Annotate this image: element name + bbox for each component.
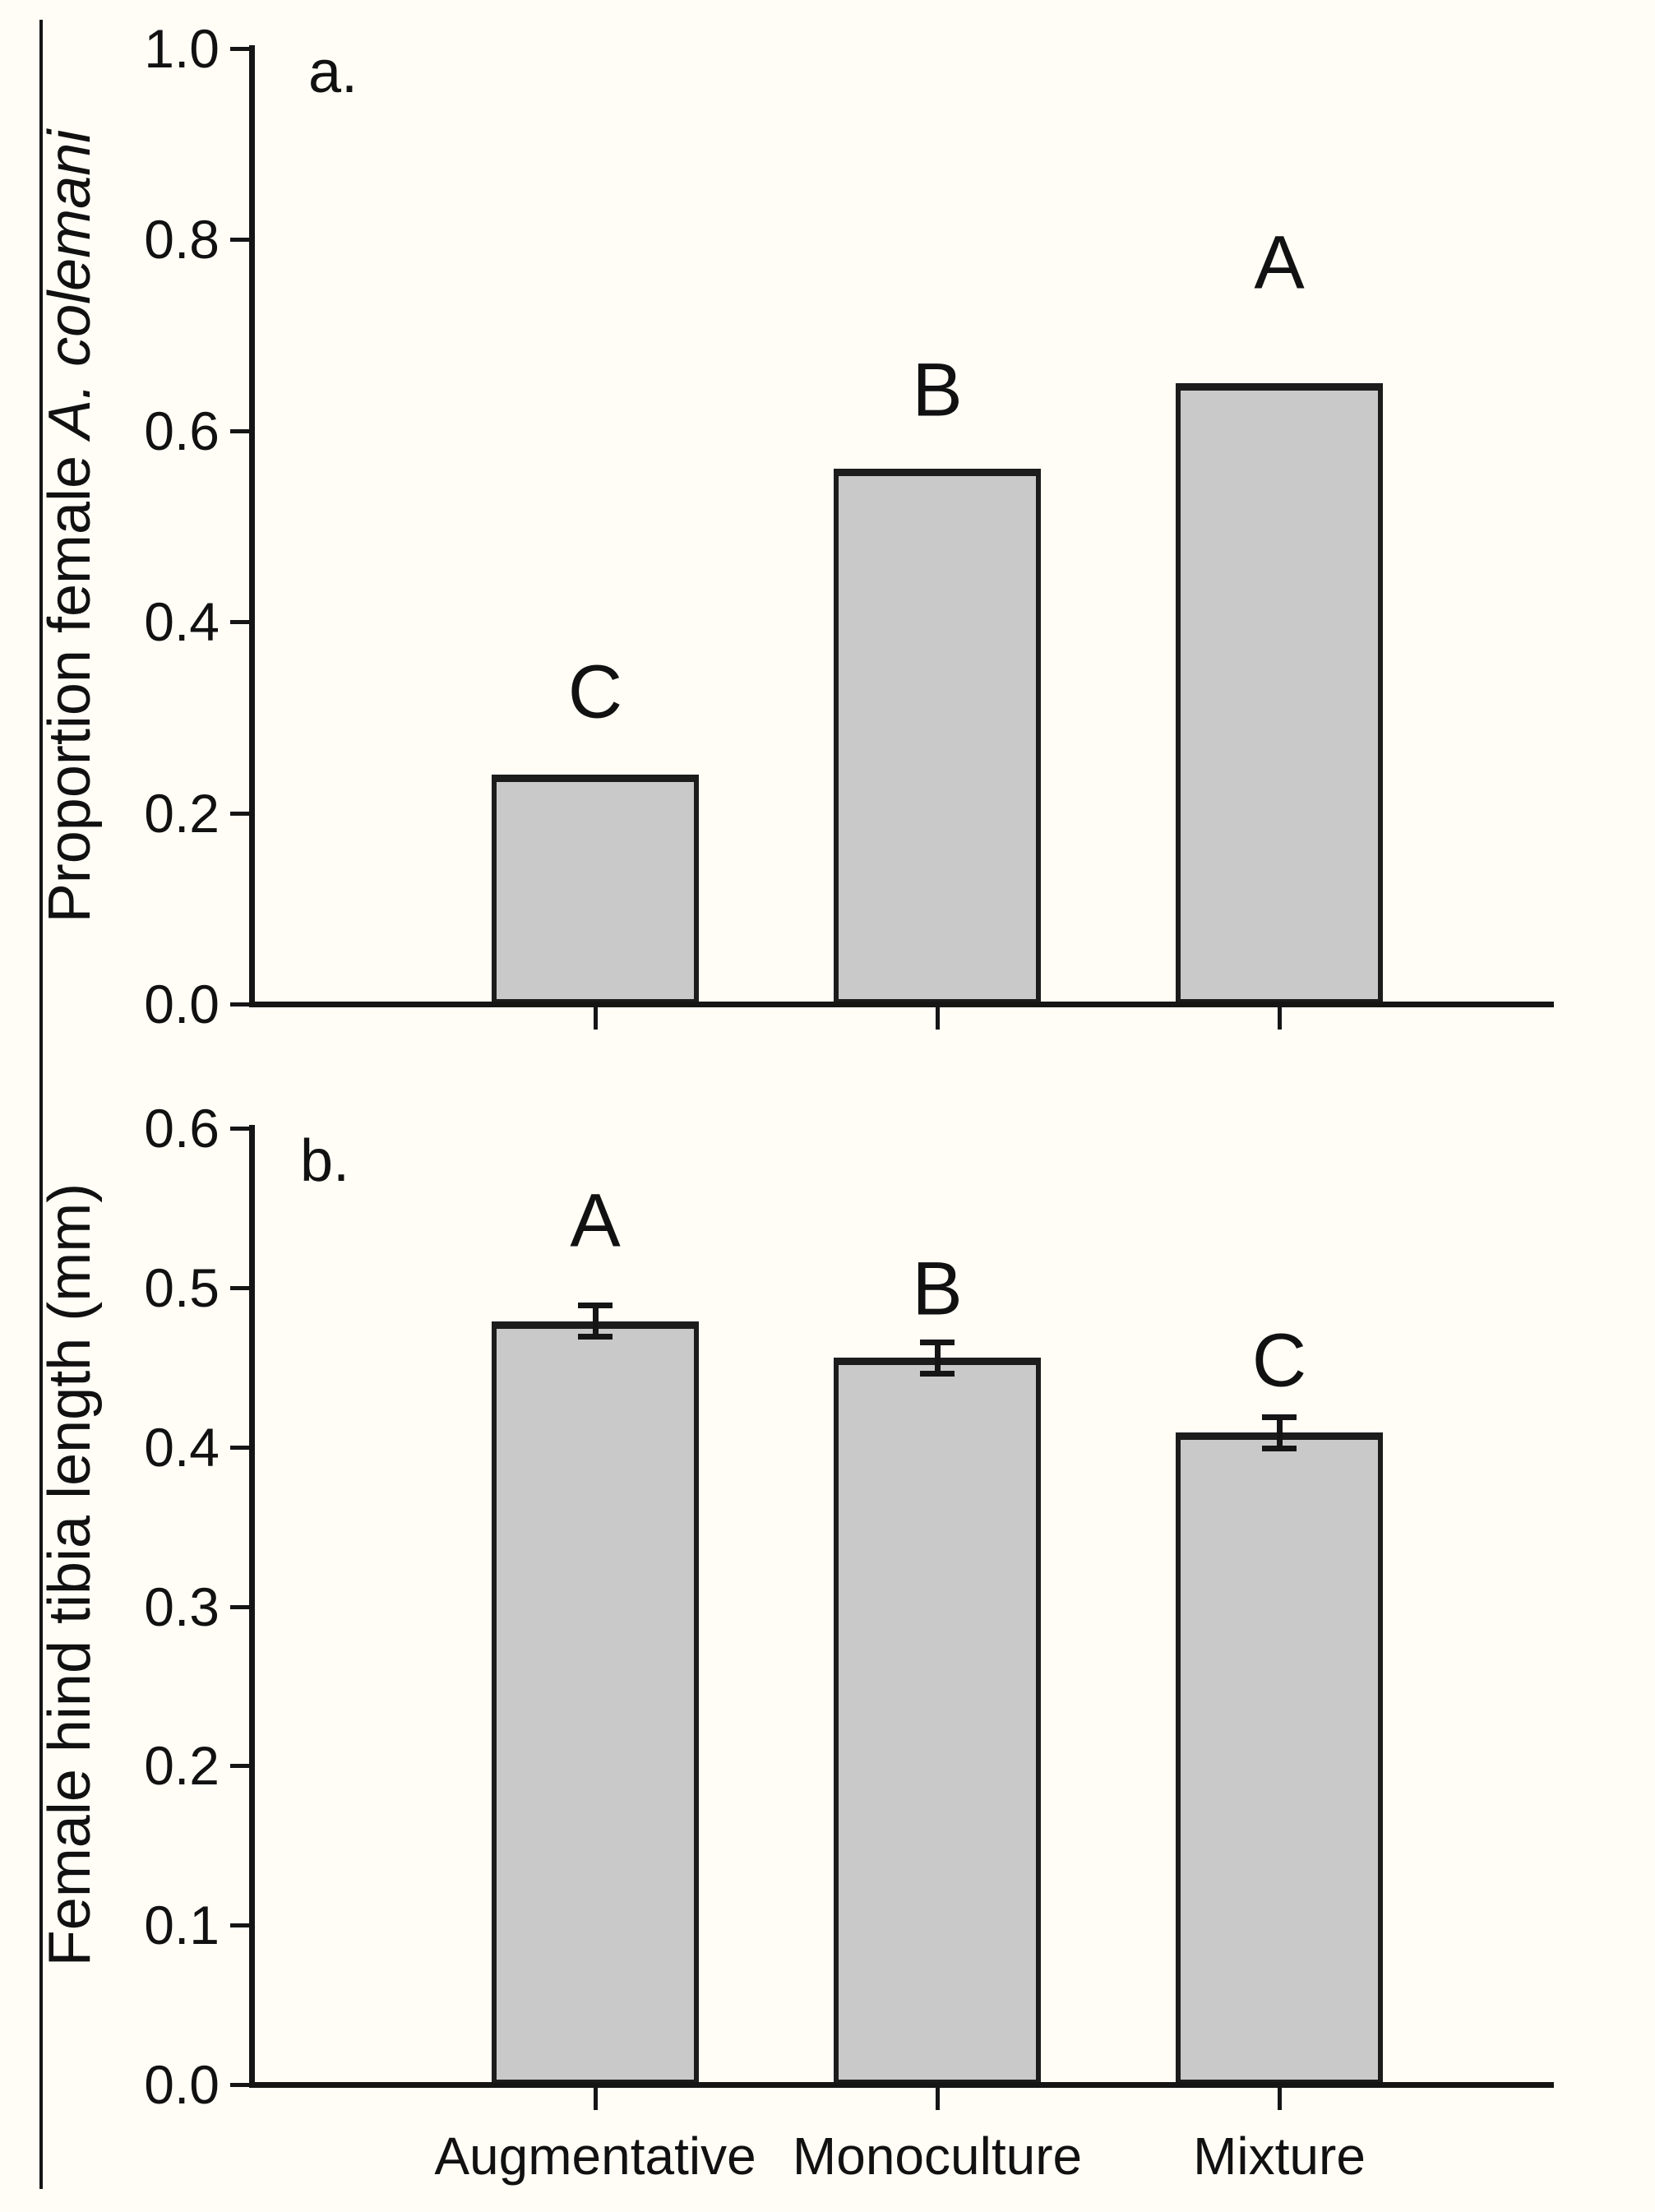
panel-a-y-tick — [230, 47, 249, 51]
panel-b-y-tick — [230, 1285, 249, 1290]
panel-b-y-tick — [230, 1445, 249, 1450]
panel-b-x-tick-augmentative — [594, 2088, 598, 2110]
panel-b-y-tick-label: 0.2 — [144, 1735, 220, 1797]
panel-a-y-tick — [230, 238, 249, 243]
panel-a-y-tick-label: 0.8 — [144, 209, 220, 271]
panel-b-y-axis — [249, 1125, 255, 2088]
panel-b-error-cap-bottom-mixture — [1262, 1445, 1297, 1451]
panel-b-label: b. — [299, 1128, 350, 1194]
panel-a-bar-monoculture — [834, 469, 1041, 1004]
panel-b-y-tick — [230, 1764, 249, 1769]
panel-a-sig-letter-augmentative: C — [567, 650, 623, 734]
panel-a-x-tick-augmentative — [594, 1007, 598, 1030]
panel-b-bar-mixture — [1176, 1432, 1383, 2085]
panel-a-label: a. — [307, 39, 358, 105]
panel-b-error-cap-bottom-augmentative — [578, 1333, 613, 1340]
panel-b-y-tick — [230, 1923, 249, 1928]
panel-b-x-tick-monoculture — [936, 2088, 940, 2110]
panel-a-y-tick — [230, 811, 249, 816]
panel-b-y-axis-title-text: Female hind tibia length (mm) — [37, 1182, 103, 1967]
panel-a-y-tick — [230, 1002, 249, 1007]
x-category-label-augmentative: Augmentative — [434, 2126, 756, 2186]
panel-b-y-tick — [230, 1127, 249, 1131]
panel-a-x-tick-monoculture — [936, 1007, 940, 1030]
panel-b-y-tick — [230, 1604, 249, 1609]
panel-b-y-tick-label: 0.4 — [144, 1416, 220, 1478]
panel-a-y-tick — [230, 620, 249, 625]
panel-a-bar-augmentative — [492, 775, 699, 1004]
panel-b-y-tick — [230, 2083, 249, 2087]
panel-b-error-bar-monoculture — [934, 1341, 941, 1374]
panel-b-bar-augmentative — [492, 1321, 699, 2085]
page-edge-rule — [39, 20, 43, 2189]
x-category-label-mixture: Mixture — [1193, 2126, 1366, 2186]
x-category-label-monoculture: Monoculture — [792, 2126, 1083, 2186]
panel-a-y-tick-label: 0.6 — [144, 400, 220, 461]
panel-a-y-axis-title-text: Proportion female — [37, 438, 103, 923]
panel-b-sig-letter-augmentative: A — [570, 1178, 621, 1263]
panel-b-y-tick-label: 0.0 — [144, 2054, 220, 2115]
panel-b-error-cap-top-mixture — [1262, 1414, 1297, 1420]
panel-b-y-tick-label: 0.1 — [144, 1895, 220, 1956]
panel-a-y-tick — [230, 428, 249, 433]
panel-a-sig-letter-monoculture: B — [912, 348, 963, 433]
panel-a-y-tick-label: 0.0 — [144, 974, 220, 1034]
panel-a-y-axis-title: Proportion female A. colemani — [36, 130, 104, 923]
panel-b-error-cap-bottom-monoculture — [920, 1370, 955, 1377]
panel-a-y-tick-label: 0.4 — [144, 591, 220, 653]
panel-b-error-cap-top-augmentative — [578, 1303, 613, 1309]
panel-a-x-tick-mixture — [1278, 1007, 1282, 1030]
panel-b-error-bar-augmentative — [592, 1305, 599, 1337]
panel-b-y-tick-label: 0.6 — [144, 1098, 220, 1159]
panel-b-y-axis-title: Female hind tibia length (mm) — [36, 1183, 104, 1966]
panel-a-y-axis — [249, 45, 255, 1007]
panel-a-sig-letter-mixture: A — [1254, 220, 1305, 305]
panel-b-error-bar-mixture — [1276, 1416, 1283, 1449]
panel-a-y-tick-label: 1.0 — [144, 18, 220, 79]
panel-b-sig-letter-monoculture: B — [912, 1247, 963, 1331]
panel-b-x-axis — [249, 2082, 1554, 2088]
panel-b-y-tick-label: 0.3 — [144, 1576, 220, 1637]
panel-a-y-tick-label: 0.2 — [144, 782, 220, 844]
panel-b-bar-monoculture — [834, 1358, 1041, 2085]
panel-b-y-tick-label: 0.5 — [144, 1256, 220, 1318]
panel-a-bar-mixture — [1176, 382, 1383, 1004]
panel-b-sig-letter-mixture: C — [1251, 1318, 1307, 1403]
panel-a-y-axis-title-species: A. colemani — [37, 129, 103, 439]
panel-b-x-tick-mixture — [1278, 2088, 1282, 2110]
panel-a-x-axis — [249, 1002, 1554, 1007]
panel-b-error-cap-top-monoculture — [920, 1339, 955, 1345]
